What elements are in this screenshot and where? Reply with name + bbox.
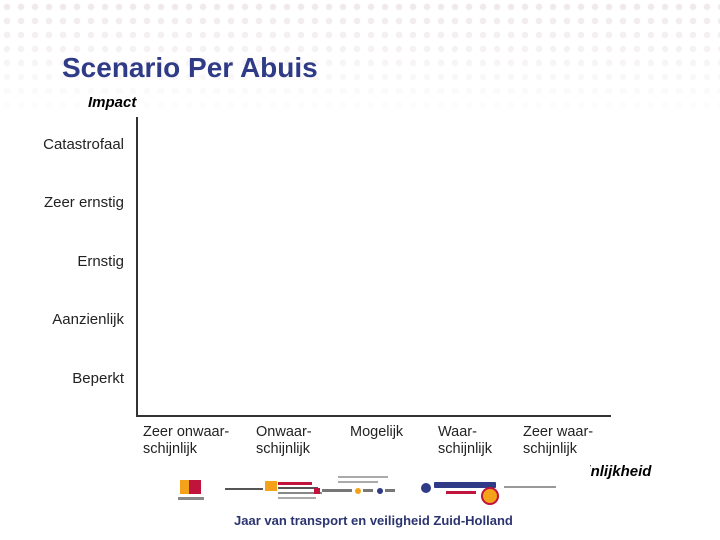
y-level-catastrofaal: Catastrofaal [43, 136, 124, 153]
veiligheidsregio-logo-icon [421, 482, 496, 494]
partner-logo-crest-icon [178, 480, 204, 500]
x-level-line2: schijnlijk [143, 441, 197, 457]
x-level-zeer-onwaarschijnlijk: Zeer onwaar- schijnlijk [143, 424, 229, 458]
y-level-ernstig: Ernstig [77, 253, 124, 270]
x-axis-line [136, 415, 611, 417]
x-level-line2: schijnlijk [438, 441, 492, 457]
x-level-onwaarschijnlijk: Onwaar- schijnlijk [256, 424, 312, 458]
y-level-zeer-ernstig: Zeer ernstig [43, 194, 124, 211]
x-level-mogelijk: Mogelijk [350, 424, 403, 441]
y-level-beperkt: Beperkt [72, 370, 124, 387]
x-level-line1: Onwaar- [256, 424, 312, 440]
x-level-line2: schijnlijk [256, 441, 310, 457]
x-level-line1: Zeer waar- [523, 424, 594, 440]
x-level-waarschijnlijk: Waar- schijnlijk [438, 424, 492, 458]
x-level-line1: Zeer onwaar- [143, 424, 230, 440]
footer-caption: Jaar van transport en veiligheid Zuid-Ho… [234, 513, 513, 528]
partner-logo-text-icon [314, 476, 395, 494]
y-level-aanzienlijk: Aanzienlijk [52, 311, 124, 328]
x-level-line2: schijnlijk [523, 441, 577, 457]
x-level-line1: Waar- [438, 424, 477, 440]
y-axis-title: Impact [88, 94, 137, 111]
x-level-zeer-waarschijnlijk: Zeer waar- schijnlijk [523, 424, 593, 458]
footer-logos [178, 476, 556, 505]
partner-logo-stripes-icon [225, 481, 322, 499]
partner-logo-shield-icon [481, 486, 556, 505]
y-axis-line [136, 117, 138, 417]
page-title: Scenario Per Abuis [62, 52, 318, 83]
x-level-line1: Mogelijk [350, 424, 404, 440]
header-fade [0, 0, 720, 120]
x-axis-title: Waarschijnlijkheid [520, 463, 652, 480]
